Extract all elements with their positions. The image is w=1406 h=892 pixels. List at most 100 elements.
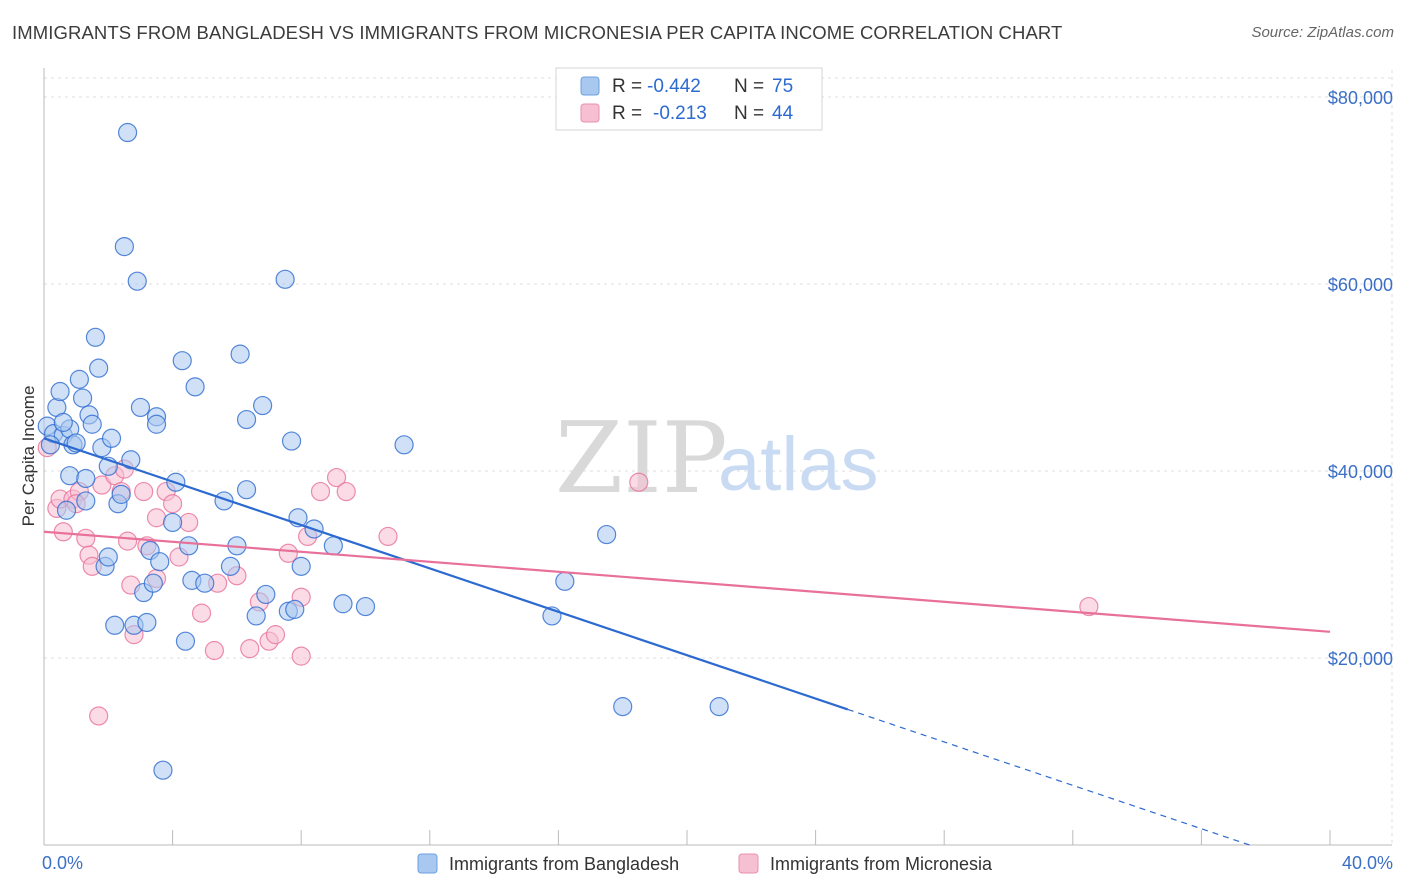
bangladesh-point-38 (163, 512, 183, 533)
trend-lines (43, 437, 1331, 846)
micronesia-point-33 (278, 543, 298, 563)
micronesia-point-25 (191, 603, 212, 623)
bangladesh-point-10 (69, 369, 89, 389)
bangladesh-point-58 (285, 599, 305, 619)
bangladesh-point-74 (53, 412, 73, 432)
micronesia-point-24 (179, 512, 199, 533)
bangladesh-point-26 (121, 450, 141, 470)
watermark: ZIP atlas (555, 402, 879, 516)
source-label: Source: ZipAtlas.com (1251, 24, 1394, 41)
legend-box: R = -0.442 N = 75 R = -0.213 N = 44 (555, 67, 823, 131)
bangladesh-point-41 (175, 631, 196, 651)
bangladesh-point-24 (114, 237, 134, 257)
bottom-legend-swatch-micronesia (738, 853, 759, 874)
chart-title: IMMIGRANTS FROM BANGLADESH VS IMMIGRANTS… (12, 22, 1063, 43)
micronesia-point-42 (1079, 596, 1099, 617)
bangladesh-point-36 (150, 552, 170, 572)
bangladesh-point-35 (146, 414, 167, 434)
legend-swatch-micronesia (580, 103, 600, 123)
legend-n-value-2: 44 (772, 103, 794, 124)
bangladesh-point-7 (60, 466, 80, 486)
bangladesh-point-20 (101, 428, 122, 448)
legend-swatch-bangladesh (580, 76, 600, 96)
bangladesh-point-28 (127, 271, 147, 291)
bangladesh-point-72 (76, 491, 96, 511)
bangladesh-point-37 (153, 760, 173, 780)
legend-r-value-2: -0.213 (653, 103, 707, 124)
legend-r-label-1: R = (612, 76, 642, 97)
bangladesh-point-19 (98, 547, 118, 567)
bangladesh-point-42 (179, 536, 199, 556)
micronesia-point-26 (204, 640, 224, 661)
y-tick-label-2: $60,000 (1328, 275, 1393, 295)
bangladesh-point-53 (253, 395, 273, 416)
bangladesh-point-63 (333, 594, 353, 614)
micronesia-point-32 (265, 625, 286, 645)
y-tick-label-0: $20,000 (1328, 649, 1393, 669)
legend-n-value-1: 75 (772, 76, 793, 97)
micronesia-point-41 (629, 472, 649, 492)
bangladesh-point-40 (172, 351, 192, 371)
bangladesh-point-51 (236, 480, 257, 500)
micronesia-point-6 (76, 528, 96, 548)
bangladesh-point-23 (111, 484, 131, 504)
micronesia-point-34 (291, 646, 311, 666)
bangladesh-point-70 (709, 697, 729, 717)
micronesia-point-37 (310, 481, 331, 502)
micronesia-point-10 (92, 475, 112, 495)
micronesia-point-17 (134, 481, 154, 502)
x-tick-label-0: 0.0% (42, 853, 83, 873)
bottom-legend-bangladesh: Immigrants from Bangladesh (449, 854, 679, 874)
micronesia-point-40 (378, 526, 398, 547)
bangladesh-point-71 (40, 435, 61, 455)
bangladesh-point-45 (195, 573, 215, 593)
bottom-legend-swatch-bangladesh (417, 853, 438, 874)
bangladesh-point-31 (137, 612, 157, 633)
y-tick-label-3: $80,000 (1328, 88, 1393, 108)
bangladesh-point-12 (76, 468, 96, 489)
bangladesh-point-16 (89, 358, 109, 378)
bottom-legend-micronesia: Immigrants from Micronesia (770, 854, 993, 874)
y-tick-labels: $20,000 $40,000 $60,000 $80,000 (1328, 88, 1393, 669)
bangladesh-point-25 (117, 122, 138, 143)
legend-n-label-2: N = (734, 103, 764, 124)
y-axis-title: Per Capita Income (19, 386, 38, 527)
bangladesh-point-64 (355, 596, 376, 617)
x-tick-labels: 0.0% 40.0% (42, 853, 1393, 873)
micronesia-point-14 (117, 531, 138, 551)
bangladesh-point-65 (394, 435, 414, 455)
legend-n-label-1: N = (734, 76, 764, 97)
bangladesh-point-44 (185, 377, 205, 397)
bangladesh-point-54 (256, 584, 276, 605)
micronesia-point-19 (146, 508, 167, 528)
bangladesh-point-60 (291, 556, 311, 576)
bangladesh-point-67 (555, 571, 575, 591)
y-tick-label-1: $40,000 (1328, 462, 1393, 482)
trend-line-micronesia (43, 530, 1331, 633)
bangladesh-point-21 (105, 615, 125, 635)
bangladesh-point-57 (281, 431, 302, 451)
bangladesh-point-52 (246, 606, 266, 626)
legend-r-label-2: R = (612, 103, 642, 124)
micronesia-point-9 (89, 706, 109, 726)
bangladesh-point-33 (143, 573, 163, 593)
bangladesh-point-49 (230, 344, 250, 364)
bottom-legend: Immigrants from Bangladesh Immigrants fr… (417, 853, 993, 874)
bangladesh-point-50 (236, 409, 257, 430)
watermark-zip: ZIP (555, 402, 728, 516)
bangladesh-point-47 (220, 556, 241, 576)
bangladesh-point-11 (72, 388, 93, 408)
watermark-atlas: atlas (718, 422, 879, 507)
micronesia-point-38 (326, 467, 347, 488)
bangladesh-point-68 (597, 524, 617, 545)
bangladesh-point-29 (130, 397, 151, 418)
bangladesh-point-69 (613, 697, 633, 717)
micronesia-point-22 (163, 494, 183, 514)
bangladesh-point-62 (323, 536, 343, 556)
micronesia-point-39 (336, 481, 356, 502)
legend-r-value-1: -0.442 (647, 76, 701, 97)
bangladesh-point-3 (50, 381, 70, 402)
bangladesh-point-15 (85, 327, 106, 347)
bangladesh-point-55 (275, 269, 295, 289)
